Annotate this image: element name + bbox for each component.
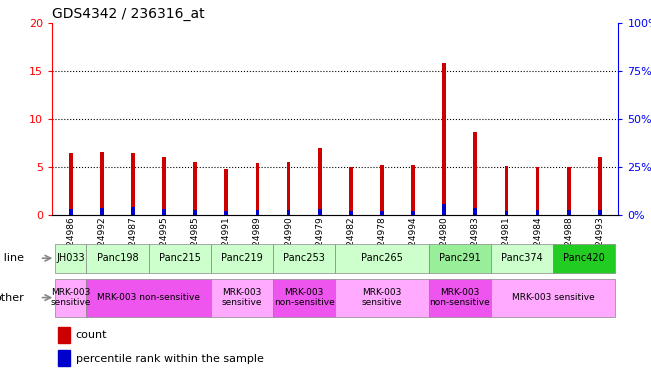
Bar [225, 169, 229, 215]
Bar [380, 165, 384, 215]
Bar [211, 279, 273, 316]
Bar [58, 327, 70, 343]
Bar [349, 211, 353, 215]
Text: percentile rank within the sample: percentile rank within the sample [76, 354, 264, 364]
Bar [553, 243, 615, 273]
Bar [100, 208, 104, 215]
Bar [162, 157, 166, 215]
Bar [473, 208, 477, 215]
Bar [473, 131, 477, 215]
Bar [505, 211, 508, 215]
Bar [87, 279, 211, 316]
Text: Panc198: Panc198 [96, 253, 138, 263]
Bar [131, 207, 135, 215]
Bar [598, 157, 602, 215]
Bar [225, 211, 229, 215]
Text: Panc420: Panc420 [563, 253, 605, 263]
Text: JH033: JH033 [57, 253, 85, 263]
Bar [335, 279, 428, 316]
Bar [211, 243, 273, 273]
Bar [442, 204, 446, 215]
Bar [598, 210, 602, 215]
Text: Panc291: Panc291 [439, 253, 480, 263]
Text: other: other [0, 293, 24, 303]
Bar [273, 243, 335, 273]
Text: MRK-003
non-sensitive: MRK-003 non-sensitive [430, 288, 490, 307]
Bar [536, 167, 540, 215]
Bar [286, 210, 290, 215]
Text: MRK-003 sensitive: MRK-003 sensitive [512, 293, 594, 302]
Text: Panc219: Panc219 [221, 253, 263, 263]
Bar [567, 167, 570, 215]
Bar [55, 279, 87, 316]
Text: cell line: cell line [0, 253, 24, 263]
Text: Panc215: Panc215 [159, 253, 201, 263]
Bar [428, 279, 491, 316]
Bar [286, 162, 290, 215]
Bar [536, 210, 540, 215]
Text: MRK-003
sensitive: MRK-003 sensitive [221, 288, 262, 307]
Bar [69, 152, 73, 215]
Bar [442, 63, 446, 215]
Bar [491, 279, 615, 316]
Bar [55, 243, 87, 273]
Bar [567, 210, 570, 215]
Bar [193, 210, 197, 215]
Bar [491, 243, 553, 273]
Bar [380, 211, 384, 215]
Text: Panc265: Panc265 [361, 253, 403, 263]
Bar [318, 209, 322, 215]
Text: GDS4342 / 236316_at: GDS4342 / 236316_at [52, 7, 204, 21]
Bar [428, 243, 491, 273]
Bar [87, 243, 148, 273]
Text: count: count [76, 331, 107, 341]
Bar [100, 152, 104, 215]
Text: Panc374: Panc374 [501, 253, 543, 263]
Bar [162, 209, 166, 215]
Bar [411, 211, 415, 215]
Bar [58, 350, 70, 366]
Bar [69, 209, 73, 215]
Text: MRK-003 non-sensitive: MRK-003 non-sensitive [97, 293, 200, 302]
Bar [256, 163, 259, 215]
Text: MRK-003
sensitive: MRK-003 sensitive [362, 288, 402, 307]
Bar [193, 162, 197, 215]
Bar [131, 152, 135, 215]
Text: MRK-003
sensitive: MRK-003 sensitive [51, 288, 91, 307]
Bar [318, 148, 322, 215]
Text: Panc253: Panc253 [283, 253, 325, 263]
Bar [273, 279, 335, 316]
Bar [256, 210, 259, 215]
Bar [335, 243, 428, 273]
Bar [349, 167, 353, 215]
Bar [148, 243, 211, 273]
Bar [411, 165, 415, 215]
Text: MRK-003
non-sensitive: MRK-003 non-sensitive [274, 288, 335, 307]
Bar [505, 166, 508, 215]
